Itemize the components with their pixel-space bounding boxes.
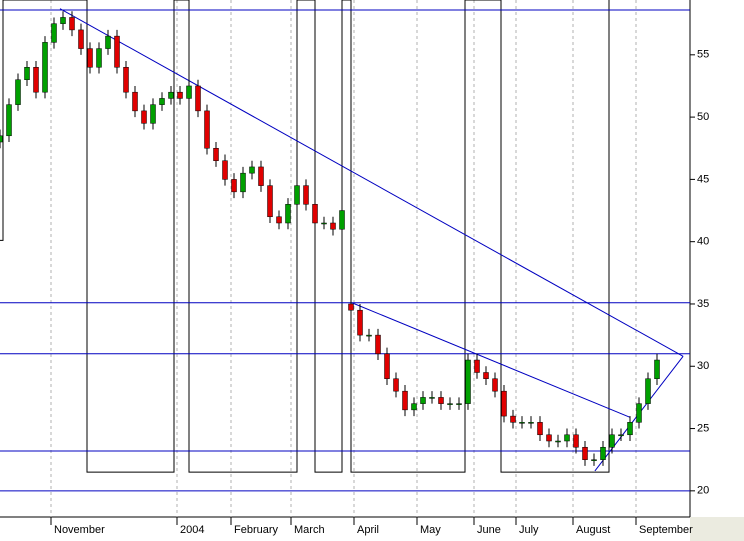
candle-body bbox=[645, 378, 651, 404]
candle-body bbox=[321, 222, 327, 225]
candle-body bbox=[411, 403, 417, 411]
candle-body bbox=[600, 446, 606, 460]
x-tick-label: June bbox=[477, 524, 501, 536]
candle-body bbox=[555, 440, 561, 443]
candle-body bbox=[240, 172, 246, 193]
candle-body bbox=[546, 434, 552, 442]
candle-body bbox=[510, 415, 516, 423]
x-tick-label: February bbox=[234, 524, 279, 536]
y-tick-label: 35 bbox=[697, 298, 709, 310]
candle-body bbox=[654, 359, 660, 379]
candle-body bbox=[276, 216, 282, 224]
candle-body bbox=[222, 160, 228, 180]
candle-body bbox=[393, 378, 399, 392]
candle-body bbox=[177, 91, 183, 99]
candle-body bbox=[150, 104, 156, 124]
candle-body bbox=[231, 179, 237, 193]
x-tick-label: April bbox=[357, 524, 379, 536]
y-tick-label: 20 bbox=[697, 485, 709, 497]
candle-body bbox=[402, 390, 408, 411]
candle-body bbox=[618, 434, 624, 437]
candle-body bbox=[456, 403, 462, 405]
candle-body bbox=[447, 403, 453, 405]
candle-body bbox=[24, 67, 30, 80]
candle-body bbox=[582, 446, 588, 460]
candle-body bbox=[159, 98, 165, 105]
candle-body bbox=[132, 91, 138, 112]
candle-body bbox=[483, 372, 489, 379]
y-tick-label: 45 bbox=[697, 173, 709, 185]
candle-body bbox=[69, 17, 75, 31]
candle-body bbox=[348, 303, 354, 311]
candle-body bbox=[168, 91, 174, 99]
candle-body bbox=[267, 185, 273, 218]
candle-body bbox=[627, 422, 633, 436]
candle-body bbox=[114, 35, 120, 68]
indicator-line bbox=[0, 0, 610, 473]
candle-body bbox=[330, 222, 336, 230]
x-tick-label: May bbox=[420, 524, 441, 536]
candle-body bbox=[357, 309, 363, 336]
candle-body bbox=[195, 85, 201, 112]
candle-body bbox=[438, 397, 444, 404]
candle-body bbox=[303, 185, 309, 205]
trend-line bbox=[351, 302, 631, 418]
candle-body bbox=[519, 422, 525, 424]
candle-body bbox=[42, 42, 48, 93]
x-tick-label: March bbox=[294, 524, 325, 536]
candle-body bbox=[591, 459, 597, 461]
candle-body bbox=[312, 204, 318, 224]
y-tick-label: 40 bbox=[697, 236, 709, 248]
candle-body bbox=[366, 334, 372, 337]
candle-body bbox=[492, 378, 498, 392]
candle-body bbox=[537, 422, 543, 436]
candle-body bbox=[186, 85, 192, 99]
candle-body bbox=[501, 390, 507, 417]
candle-body bbox=[51, 23, 57, 43]
candle-body bbox=[141, 110, 147, 124]
candle-body bbox=[528, 422, 534, 424]
candle-body bbox=[6, 104, 12, 137]
candle-body bbox=[384, 353, 390, 379]
candle-body bbox=[87, 48, 93, 68]
x-tick-label: September bbox=[639, 524, 693, 536]
y-tick-label: 50 bbox=[697, 111, 709, 123]
candle-body bbox=[465, 359, 471, 404]
trend-line bbox=[59, 8, 684, 357]
candle-body bbox=[564, 434, 570, 442]
candle-body bbox=[339, 210, 345, 230]
y-tick-label: 30 bbox=[697, 360, 709, 372]
candle-body bbox=[249, 166, 255, 174]
candle-body bbox=[204, 110, 210, 149]
x-tick-label: 2004 bbox=[180, 524, 204, 536]
candle-body bbox=[285, 204, 291, 224]
candle-body bbox=[123, 67, 129, 93]
y-tick-label: 25 bbox=[697, 422, 709, 434]
candle-body bbox=[420, 397, 426, 404]
candle-body bbox=[429, 397, 435, 399]
x-tick-label: November bbox=[54, 524, 105, 536]
candle-body bbox=[573, 434, 579, 448]
candle-body bbox=[258, 166, 264, 186]
candle-body bbox=[609, 434, 615, 448]
candle-body bbox=[15, 79, 21, 105]
candle-body bbox=[105, 35, 111, 49]
y-tick-label: 55 bbox=[697, 49, 709, 61]
candle-body bbox=[213, 147, 219, 161]
candle-body bbox=[474, 359, 480, 373]
candle-body bbox=[294, 185, 300, 205]
candle-body bbox=[636, 403, 642, 423]
candle-body bbox=[60, 17, 66, 24]
candle-body bbox=[0, 135, 3, 143]
x-tick-label: August bbox=[576, 524, 610, 536]
candle-body bbox=[96, 48, 102, 68]
candle-body bbox=[375, 334, 381, 355]
x-tick-label: July bbox=[519, 524, 539, 536]
candle-body bbox=[78, 29, 84, 49]
corner-box bbox=[690, 517, 744, 541]
candle-body bbox=[33, 67, 39, 93]
